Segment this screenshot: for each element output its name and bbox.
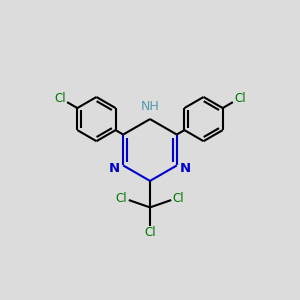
Text: Cl: Cl (234, 92, 246, 104)
Text: NH: NH (141, 100, 159, 113)
Text: N: N (109, 162, 120, 175)
Text: Cl: Cl (144, 226, 156, 238)
Text: Cl: Cl (173, 192, 184, 205)
Text: Cl: Cl (54, 92, 66, 104)
Text: N: N (180, 162, 191, 175)
Text: Cl: Cl (116, 192, 127, 205)
